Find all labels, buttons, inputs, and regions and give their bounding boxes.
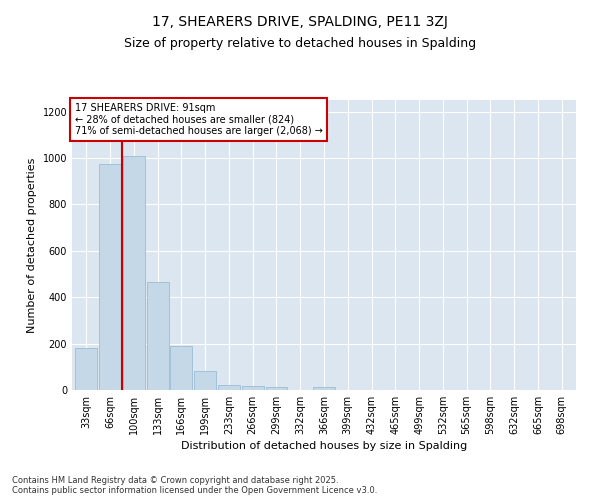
- Text: Size of property relative to detached houses in Spalding: Size of property relative to detached ho…: [124, 38, 476, 51]
- Bar: [266, 387, 287, 390]
- Bar: [242, 386, 263, 390]
- X-axis label: Distribution of detached houses by size in Spalding: Distribution of detached houses by size …: [181, 441, 467, 451]
- Text: 17, SHEARERS DRIVE, SPALDING, PE11 3ZJ: 17, SHEARERS DRIVE, SPALDING, PE11 3ZJ: [152, 15, 448, 29]
- Bar: [99, 164, 121, 390]
- Bar: [194, 372, 216, 390]
- Y-axis label: Number of detached properties: Number of detached properties: [27, 158, 37, 332]
- Bar: [313, 387, 335, 390]
- Bar: [123, 156, 145, 390]
- Bar: [76, 348, 97, 390]
- Bar: [218, 385, 240, 390]
- Text: 17 SHEARERS DRIVE: 91sqm
← 28% of detached houses are smaller (824)
71% of semi-: 17 SHEARERS DRIVE: 91sqm ← 28% of detach…: [74, 103, 322, 136]
- Bar: [146, 282, 169, 390]
- Bar: [170, 346, 192, 390]
- Text: Contains HM Land Registry data © Crown copyright and database right 2025.
Contai: Contains HM Land Registry data © Crown c…: [12, 476, 377, 495]
